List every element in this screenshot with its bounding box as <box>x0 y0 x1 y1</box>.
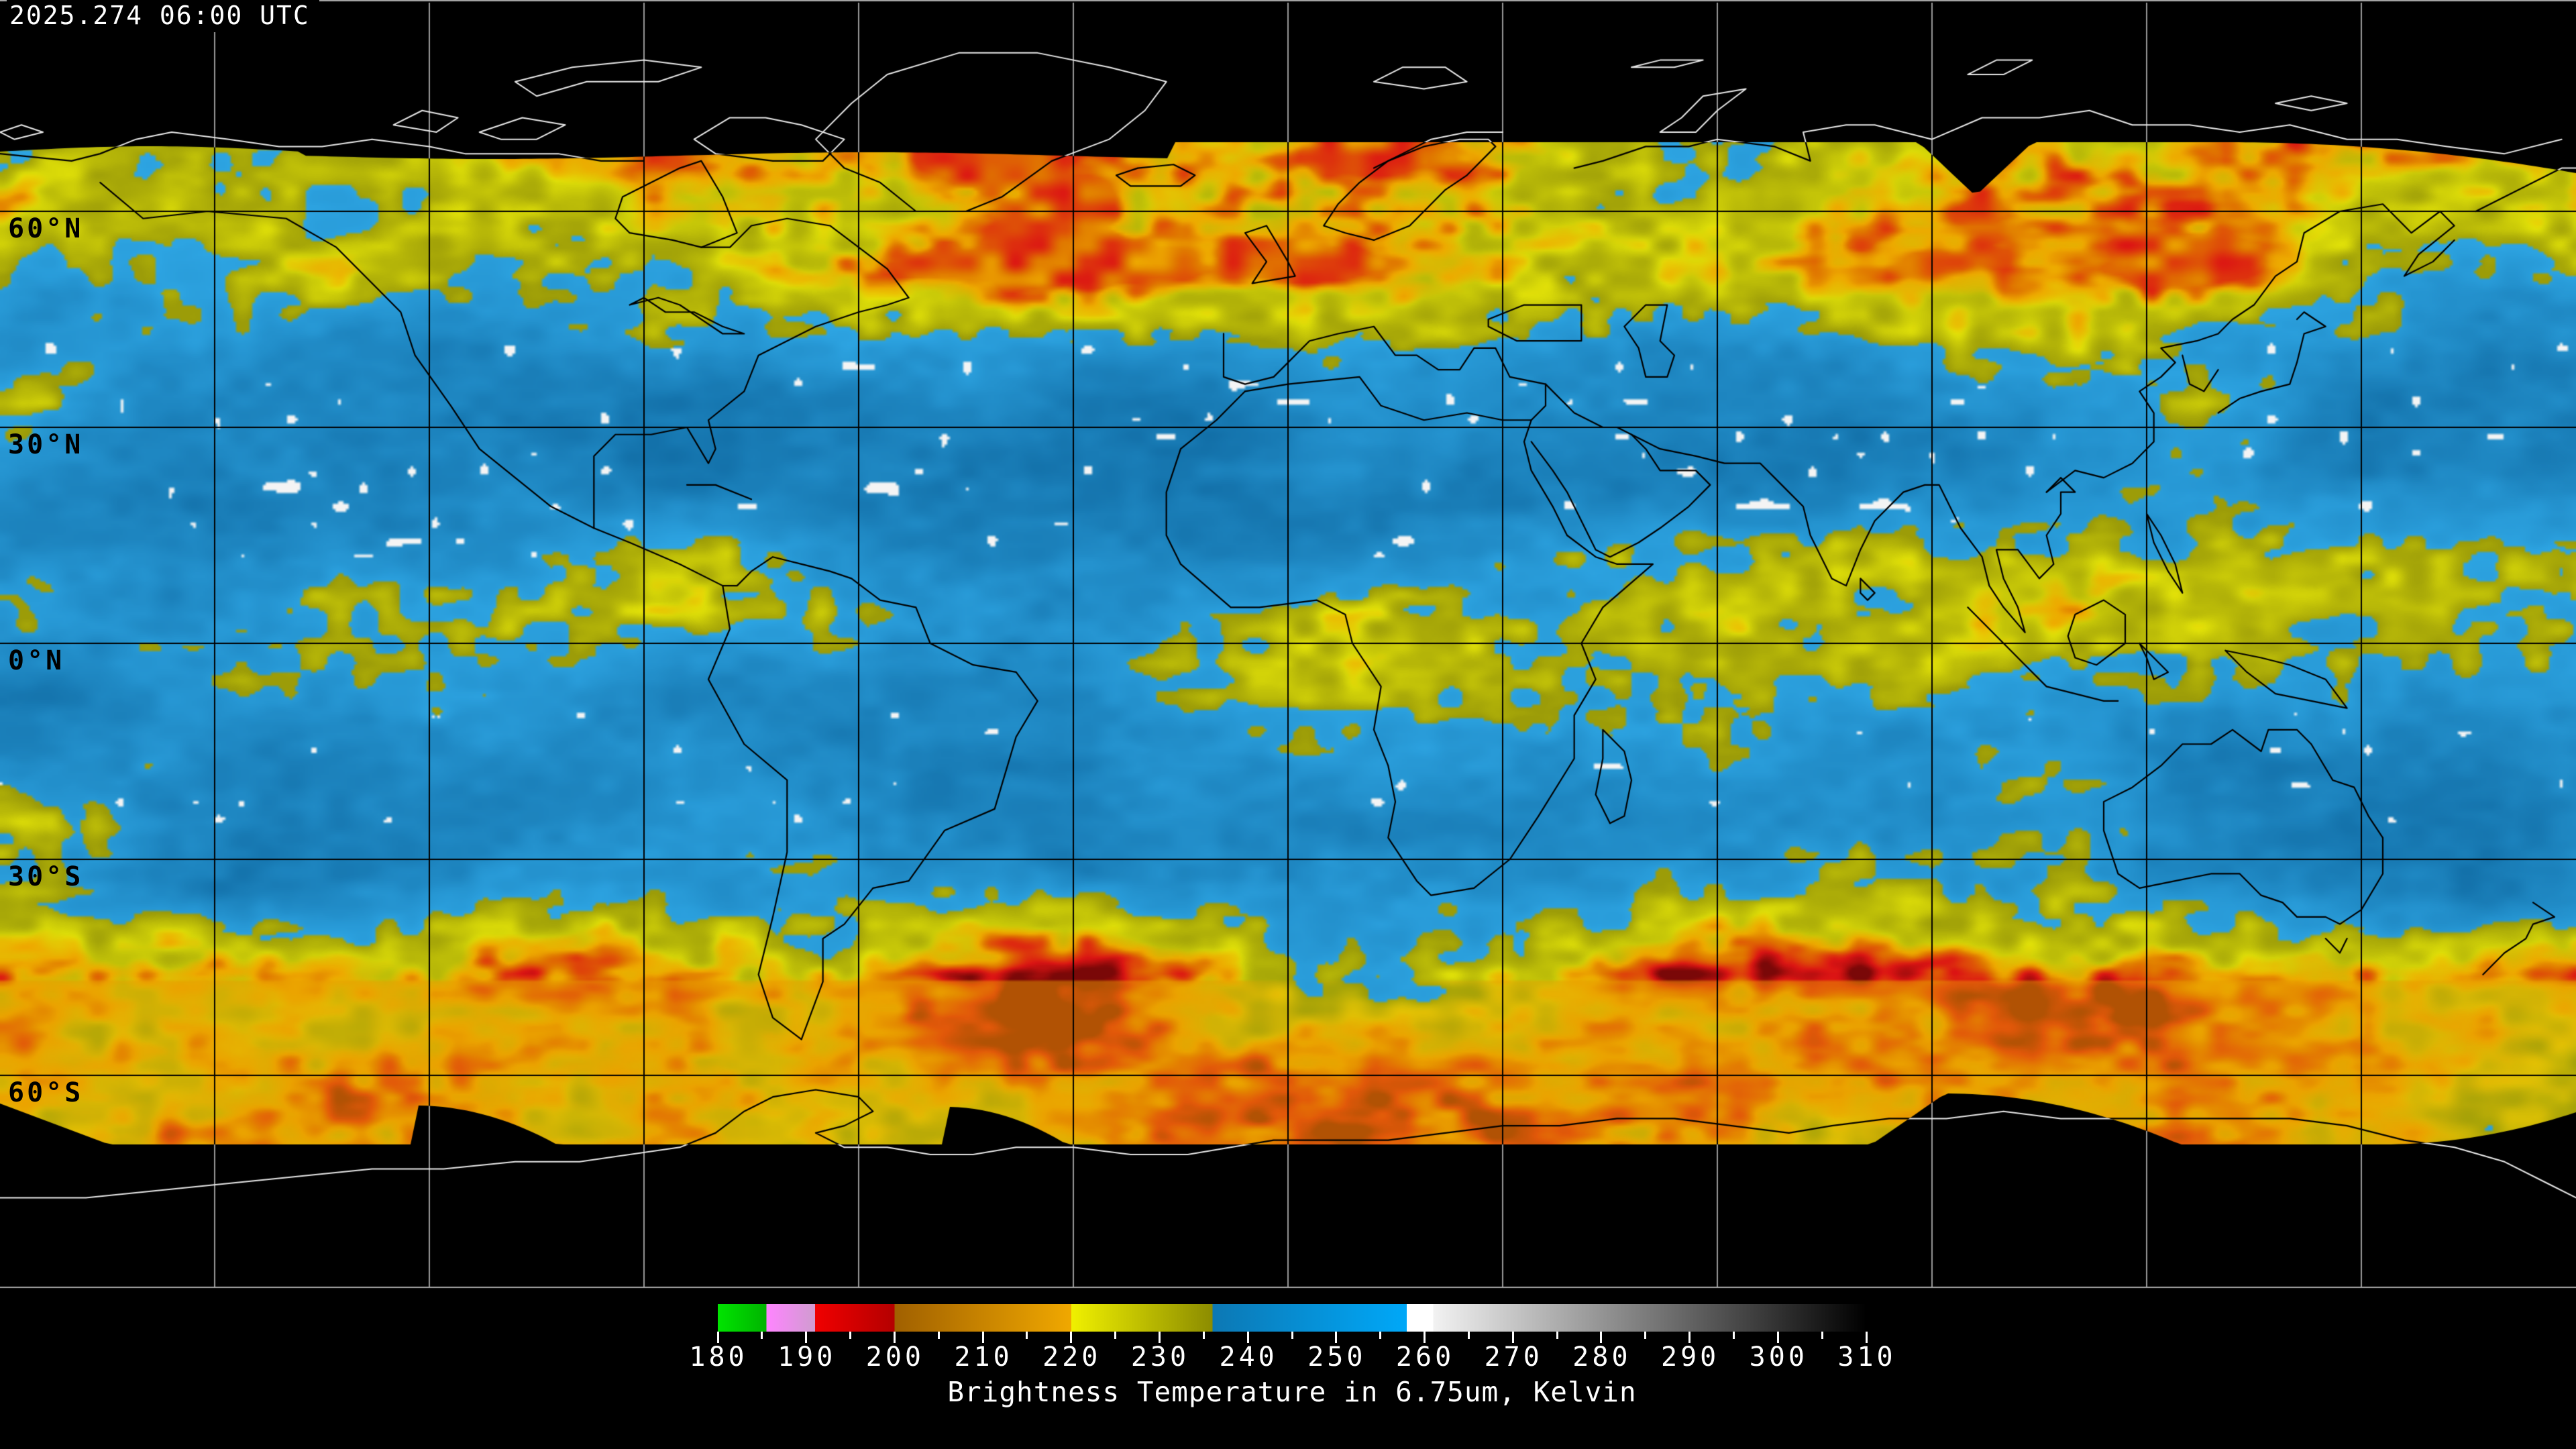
colorbar-major-tick <box>1070 1332 1073 1343</box>
colorbar-tick-label: 260 <box>1395 1342 1455 1373</box>
colorbar-minor-tick <box>1467 1332 1470 1339</box>
colorbar-major-tick <box>716 1332 719 1343</box>
colorbar-minor-tick <box>761 1332 763 1339</box>
colorbar-tick-label: 300 <box>1749 1342 1808 1373</box>
colorbar-tick-label: 190 <box>777 1342 837 1373</box>
colorbar-tick-label: 200 <box>865 1342 924 1373</box>
latitude-label: 60°S <box>8 1077 84 1108</box>
colorbar-minor-tick <box>849 1332 852 1339</box>
colorbar-minor-tick <box>1379 1332 1382 1339</box>
colorbar-major-tick <box>1776 1332 1779 1343</box>
colorbar-major-tick <box>1865 1332 1868 1343</box>
latitude-label: 30°S <box>8 861 84 892</box>
colorbar-tick-label: 220 <box>1042 1342 1102 1373</box>
colorbar-tick-label: 240 <box>1219 1342 1278 1373</box>
colorbar-minor-tick <box>937 1332 940 1339</box>
colorbar-major-tick <box>1600 1332 1603 1343</box>
colorbar-minor-tick <box>1114 1332 1117 1339</box>
colorbar-tick-label: 230 <box>1130 1342 1190 1373</box>
colorbar-minor-tick <box>1732 1332 1735 1339</box>
colorbar-minor-tick <box>1291 1332 1293 1339</box>
world-brightness-temperature-map-canvas <box>0 0 2576 1291</box>
colorbar-caption: Brightness Temperature in 6.75um, Kelvin <box>947 1376 1637 1408</box>
colorbar-minor-tick <box>1821 1332 1823 1339</box>
colorbar-tick-label: 210 <box>954 1342 1013 1373</box>
colorbar-minor-tick <box>1026 1332 1028 1339</box>
colorbar-major-tick <box>1246 1332 1249 1343</box>
colorbar-tick-label: 180 <box>689 1342 748 1373</box>
latitude-label: 60°N <box>8 213 84 244</box>
colorbar-major-tick <box>1424 1332 1426 1343</box>
colorbar-tick-label: 270 <box>1484 1342 1543 1373</box>
colorbar-major-tick <box>1335 1332 1338 1343</box>
colorbar-tick-label: 280 <box>1572 1342 1631 1373</box>
colorbar-major-tick <box>893 1332 896 1343</box>
colorbar-major-tick <box>1511 1332 1514 1343</box>
colorbar-major-tick <box>1688 1332 1691 1343</box>
latitude-label: 30°N <box>8 429 84 460</box>
colorbar-minor-tick <box>1556 1332 1558 1339</box>
colorbar-major-tick <box>805 1332 808 1343</box>
timestamp: 2025.274 06:00 UTC <box>7 0 319 32</box>
latitude-label: 0°N <box>8 645 65 676</box>
colorbar-minor-tick <box>1202 1332 1205 1339</box>
colorbar-tick-label: 310 <box>1837 1342 1896 1373</box>
colorbar-major-tick <box>981 1332 984 1343</box>
colorbar-tick-label: 290 <box>1660 1342 1720 1373</box>
colorbar-major-tick <box>1158 1332 1161 1343</box>
colorbar <box>718 1304 1866 1332</box>
colorbar-tick-label: 250 <box>1307 1342 1366 1373</box>
colorbar-legend: 180 190 200 210 220 230 240 250 260 270 280 290 300 3… <box>0 1291 2576 1449</box>
colorbar-minor-tick <box>1644 1332 1647 1339</box>
